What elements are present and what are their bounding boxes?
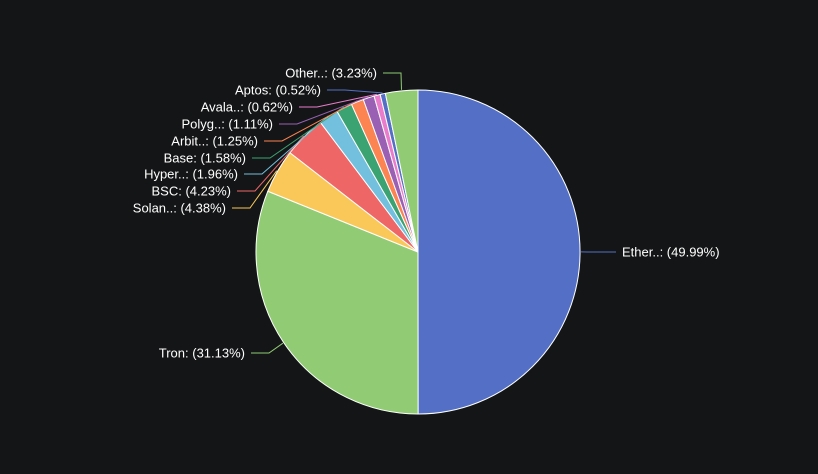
leader-line-polyg: [279, 96, 369, 125]
slice-label-tron: Tron: (31.13%): [159, 346, 245, 361]
leader-line-hyper: [244, 115, 329, 175]
labels-layer: Ether..: (49.99%) Tron: (31.13%) Solan..: …: [133, 66, 720, 361]
leader-line-solan: [232, 170, 278, 209]
leader-line-avala: [299, 93, 378, 108]
pie-slice-tron[interactable]: [255, 190, 419, 415]
slice-label-solan: Solan..: (4.38%): [133, 201, 226, 216]
leaders-layer: [232, 72, 616, 354]
leader-line-bsc: [237, 135, 304, 192]
leader-line-arbit: [264, 100, 358, 142]
slice-label-base: Base: (1.58%): [164, 151, 246, 166]
slice-label-aptos: Aptos: (0.52%): [235, 83, 321, 98]
slices-layer: [255, 89, 581, 415]
slice-label-avala: Avala..: (0.62%): [201, 100, 293, 115]
slice-label-bsc: BSC: (4.23%): [152, 184, 231, 199]
leader-line-base: [252, 106, 345, 159]
leader-line-tron: [251, 342, 284, 354]
leader-line-other: [383, 72, 402, 90]
pie-slice-other[interactable]: [384, 89, 419, 253]
slice-label-polyg: Polyg..: (1.11%): [181, 117, 273, 132]
pie-slice-ether[interactable]: [417, 89, 581, 415]
slice-label-arbit: Arbit..: (1.25%): [171, 134, 258, 149]
slice-label-hyper: Hyper..: (1.96%): [144, 167, 238, 182]
slice-label-other: Other..: (3.23%): [285, 66, 377, 81]
slice-label-ether: Ether..: (49.99%): [622, 245, 720, 260]
leader-line-aptos: [327, 89, 383, 94]
